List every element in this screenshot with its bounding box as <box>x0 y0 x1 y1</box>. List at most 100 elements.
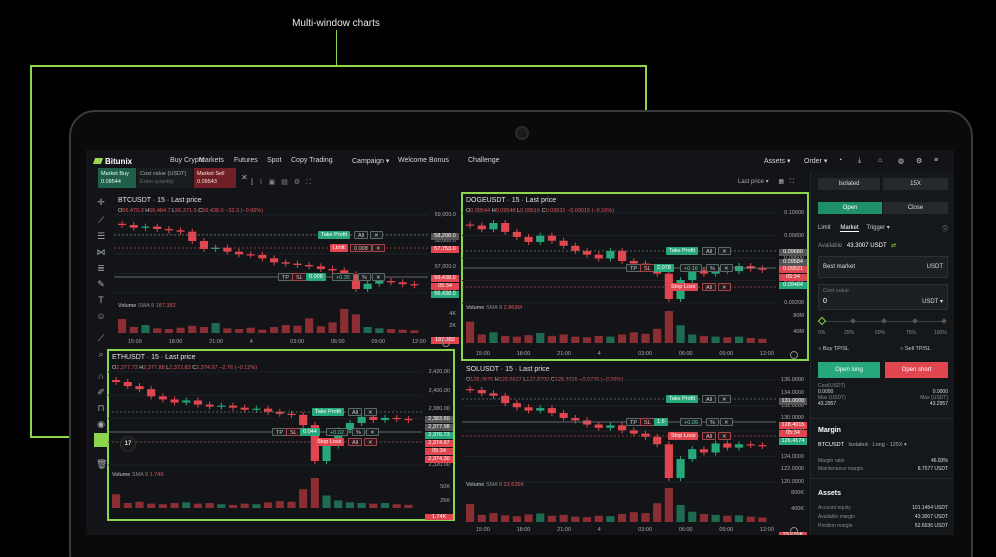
nav-welcome-bonus[interactable]: Welcome Bonus <box>398 157 449 164</box>
magnet-icon[interactable]: ∩ <box>97 371 105 381</box>
time-axis[interactable]: 15:00 18:00 21:00 4 03:00 06:00 09:00 12:00 <box>462 527 776 535</box>
nav-challenge[interactable]: Challenge <box>468 157 500 164</box>
market-buy-button[interactable]: Market Buy 0.09544 <box>98 168 136 188</box>
gear-icon[interactable] <box>790 351 798 359</box>
layout-icon[interactable]: ▤ <box>281 179 294 186</box>
nav-futures[interactable]: Futures <box>234 157 258 164</box>
camera-snapshot-icon[interactable]: ▣ <box>268 179 282 186</box>
stop-loss-tag[interactable]: Stop Loss <box>668 432 699 440</box>
settings-icon[interactable]: ⚙ <box>916 158 923 165</box>
trendline-icon[interactable]: ⟋ <box>97 215 105 225</box>
take-profit-tag[interactable]: Take Profit <box>666 247 698 255</box>
position-close-icon[interactable]: ✕ <box>720 418 733 426</box>
pattern-icon[interactable]: ⋈ <box>96 247 106 257</box>
tab-close[interactable]: Close <box>883 202 948 214</box>
ruler-icon[interactable]: ⟋ <box>97 333 105 343</box>
leverage-button[interactable]: 15X <box>883 178 948 190</box>
emoji-icon[interactable]: ☺ <box>96 311 106 321</box>
tp-button[interactable]: TP <box>278 273 294 281</box>
settings-icon[interactable]: ⚙ <box>293 179 307 186</box>
sl-button[interactable]: SL <box>286 428 301 436</box>
stop-loss-all-button[interactable]: All <box>702 283 717 291</box>
take-profit-all-button[interactable]: All <box>702 395 717 403</box>
nav-spot[interactable]: Spot <box>267 157 282 164</box>
eye-icon[interactable]: ◉ <box>97 419 105 429</box>
tab-market[interactable]: Market <box>840 225 859 232</box>
limit-tag[interactable]: Limit <box>330 244 348 252</box>
nav-assets[interactable]: Assets ▾ <box>764 158 791 165</box>
menu-icon[interactable]: ≡ <box>934 157 939 164</box>
nav-copy-trading[interactable]: Copy Trading <box>291 157 333 164</box>
gear-icon[interactable] <box>442 339 450 347</box>
stop-loss-tag[interactable]: Stop Loss <box>668 283 699 291</box>
candle-type-icon[interactable]: ⫿ <box>251 179 260 186</box>
buy-tpsl-checkbox[interactable]: ○ Buy TP/SL <box>818 346 850 352</box>
trash-icon[interactable]: 🗑 <box>96 459 108 469</box>
percent-toggle[interactable]: % <box>358 273 371 281</box>
open-short-button[interactable]: Open short <box>885 362 948 378</box>
take-profit-close-icon[interactable]: ✕ <box>718 395 731 403</box>
stop-loss-all-button[interactable]: All <box>348 438 363 446</box>
horizontal-lines-icon[interactable]: ☰ <box>96 231 106 241</box>
tab-limit[interactable]: Limit <box>818 225 831 231</box>
pencil-lock-icon[interactable]: ✐ <box>97 387 105 397</box>
cost-unit-dropdown[interactable]: USDT ▾ <box>922 299 943 305</box>
sell-tpsl-checkbox[interactable]: ○ Sell TP/SL <box>900 346 931 352</box>
nav-markets[interactable]: Markets <box>199 157 224 164</box>
lock-icon[interactable]: ⊓ <box>97 403 105 413</box>
sl-button[interactable]: SL <box>292 273 307 281</box>
tradingview-logo[interactable]: 17 <box>120 436 136 452</box>
price-input[interactable]: Best market USDT <box>818 256 948 278</box>
tp-button[interactable]: TP <box>626 264 642 272</box>
sl-button[interactable]: SL <box>640 418 655 426</box>
amount-slider[interactable] <box>817 316 947 326</box>
crosshair-icon[interactable]: ✛ <box>97 197 105 207</box>
chart-panel-btcusdt[interactable]: BTCUSDT · 15 · Last price O56,470.3 H56,4… <box>114 193 460 348</box>
gear-icon[interactable] <box>790 527 798 535</box>
sl-button[interactable]: SL <box>640 264 655 272</box>
time-axis[interactable]: 15:00 18:00 21:00 4 03:00 06:00 09:00 12:00 <box>114 339 428 347</box>
expand-icon[interactable]: ⛶ <box>789 179 794 185</box>
limit-close-icon[interactable]: ✕ <box>372 244 385 252</box>
zoom-icon[interactable]: ⌕ <box>98 349 104 359</box>
take-profit-close-icon[interactable]: ✕ <box>370 231 383 239</box>
take-profit-all-button[interactable]: All <box>348 408 363 416</box>
logo[interactable]: Bitunix <box>94 157 132 166</box>
text-icon[interactable]: T <box>98 295 104 305</box>
tab-open[interactable]: Open <box>818 202 882 214</box>
stop-loss-tag[interactable]: Stop Loss <box>314 438 345 446</box>
percent-toggle[interactable]: % <box>352 428 365 436</box>
chart-panel-ethusdt[interactable]: ETHUSDT · 15 · Last price O2,377.73 H2,37… <box>107 349 455 521</box>
last-price-dropdown[interactable]: Last price ▾ <box>738 179 769 185</box>
notification-icon[interactable]: ⌂ <box>878 157 883 164</box>
take-profit-tag[interactable]: Take Profit <box>312 408 344 416</box>
transfer-icon[interactable]: ⇄ <box>891 243 897 249</box>
position-close-icon[interactable]: ✕ <box>372 273 385 281</box>
take-profit-all-button[interactable]: All <box>702 247 717 255</box>
stop-loss-close-icon[interactable]: ✕ <box>718 283 731 291</box>
time-axis[interactable]: 15:00 18:00 21:00 4 03:00 06:00 09:00 12:00 <box>462 351 776 359</box>
fib-icon[interactable]: ≣ <box>97 263 105 273</box>
tab-trigger[interactable]: Trigger ▾ <box>866 225 890 231</box>
market-sell-button[interactable]: Market Sell 0.09543 <box>194 168 236 188</box>
nav-buy-crypto[interactable]: Buy Crypto <box>170 157 205 164</box>
close-icon[interactable]: ✕ <box>241 173 248 182</box>
indicator-icon[interactable]: ⌇ <box>259 179 269 186</box>
margin-mode-desc[interactable]: Isolated · Long · 125X ▾ <box>848 442 907 448</box>
globe-icon[interactable]: ◍ <box>898 158 905 165</box>
info-icon[interactable]: ⓘ <box>941 227 948 233</box>
fullscreen-icon[interactable]: ⛶ <box>306 179 318 186</box>
take-profit-tag[interactable]: Take Profit <box>318 231 350 239</box>
take-profit-close-icon[interactable]: ✕ <box>364 408 377 416</box>
open-long-button[interactable]: Open long <box>818 362 880 378</box>
tp-button[interactable]: TP <box>272 428 288 436</box>
price-axis[interactable]: 136.0000134.0000132.0000130.0000128.0000… <box>778 362 808 535</box>
chart-canvas[interactable] <box>114 193 460 348</box>
cost-value-input[interactable]: Cost value (USDT) Enter quantity <box>137 168 193 188</box>
take-profit-close-icon[interactable]: ✕ <box>718 247 731 255</box>
stop-loss-close-icon[interactable]: ✕ <box>364 438 377 446</box>
chart-canvas[interactable] <box>462 362 808 535</box>
position-close-icon[interactable]: ✕ <box>720 264 733 272</box>
stop-loss-close-icon[interactable]: ✕ <box>718 432 731 440</box>
